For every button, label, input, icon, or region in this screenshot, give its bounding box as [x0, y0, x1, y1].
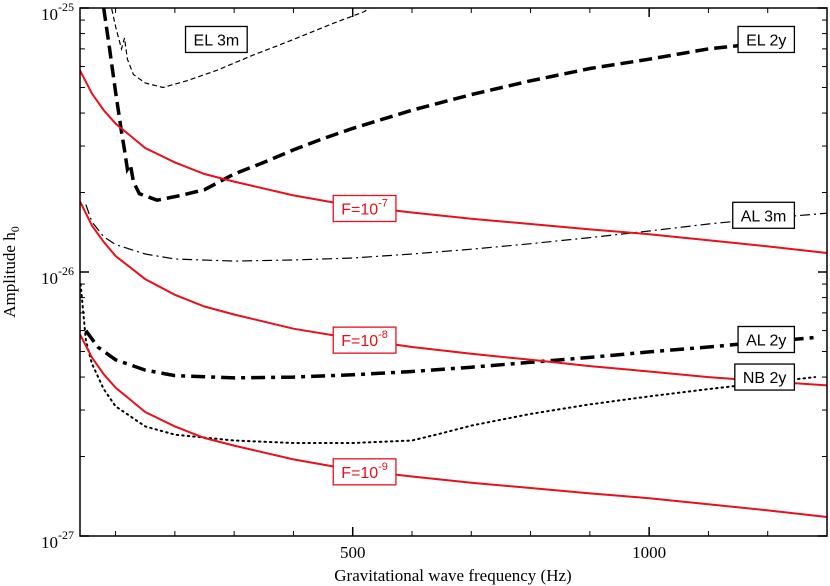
series-line-f-10-9	[80, 334, 827, 518]
annotation-al2y: AL 2y	[737, 325, 796, 354]
y-axis-label-main: Amplitude h	[0, 232, 19, 318]
annotation-label: EL 3m	[194, 32, 240, 49]
series-layer	[80, 8, 827, 518]
annotation-label-text: AL 3m	[741, 208, 787, 225]
annotation-label-exponent: -8	[378, 329, 388, 341]
annotation-box	[184, 25, 248, 54]
series-line-al-3m	[85, 204, 827, 262]
annotation-label-exponent: -9	[378, 461, 388, 473]
annotation-label-text: AL 2y	[746, 333, 786, 350]
annotation-label-text: F=10	[341, 201, 378, 218]
annotation-label: F=10-8	[341, 329, 388, 350]
annotation-al3m: AL 3m	[732, 201, 796, 229]
x-tick-label: 500	[340, 543, 366, 562]
annotation-el2y: EL 2y	[737, 25, 796, 54]
y-tick-label-exponent: -26	[58, 264, 74, 278]
annotation-box	[732, 201, 796, 229]
annotation-box	[737, 25, 796, 54]
annotation-label-text: F=10	[341, 333, 378, 350]
annotation-box	[737, 325, 796, 354]
annotation-label: F=10-9	[341, 461, 388, 482]
annotation-label: AL 3m	[741, 208, 787, 225]
annotation-label: AL 2y	[746, 333, 786, 350]
series-line-f-10-7	[80, 70, 827, 254]
annotation-f7: F=10-7	[332, 194, 397, 223]
annotation-box	[332, 194, 397, 223]
annotation-label-text: F=10	[341, 465, 378, 482]
y-axis-label-subscript: 0	[8, 226, 22, 232]
annotation-el3m: EL 3m	[184, 25, 248, 54]
series-line-al-2y	[84, 329, 816, 380]
y-tick-label: 10-26	[41, 264, 74, 288]
annotation-label-exponent: -7	[378, 197, 388, 209]
y-tick-label-base: 10	[41, 533, 58, 552]
y-tick-label: 10-25	[41, 0, 74, 24]
y-tick-label: 10-27	[41, 528, 74, 552]
x-axis-label: Gravitational wave frequency (Hz)	[334, 566, 571, 585]
annotation-f9: F=10-9	[332, 458, 397, 486]
annotation-f8: F=10-8	[332, 326, 397, 354]
annotation-label-text: NB 2y	[743, 370, 787, 387]
y-axis-label: Amplitude h0	[0, 226, 22, 317]
series-line-el-3m	[110, 8, 370, 89]
annotation-box	[332, 326, 397, 354]
annotation-label: EL 2y	[746, 32, 786, 49]
annotation-label: NB 2y	[743, 370, 787, 387]
series-line-nb-2y	[80, 283, 817, 444]
y-tick-label-base: 10	[41, 269, 58, 288]
annotation-box	[332, 458, 397, 486]
series-line-el-2y	[101, 8, 786, 203]
annotation-nb2y: NB 2y	[734, 363, 796, 391]
annotation-box	[734, 363, 796, 391]
y-tick-label-base: 10	[41, 5, 58, 24]
annotation-label-text: EL 2y	[746, 32, 786, 49]
series-line-f-10-8	[80, 201, 827, 387]
y-tick-label-exponent: -27	[58, 528, 74, 542]
y-tick-label-exponent: -25	[58, 0, 74, 14]
x-tick-label: 1000	[632, 543, 666, 562]
annotation-label-text: EL 3m	[194, 32, 240, 49]
annotation-label: F=10-7	[341, 197, 388, 218]
